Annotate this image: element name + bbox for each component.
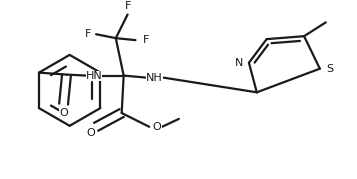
- Text: HN: HN: [86, 71, 102, 81]
- Text: O: O: [59, 108, 68, 118]
- Text: F: F: [124, 1, 131, 11]
- Text: F: F: [85, 29, 91, 39]
- Text: N: N: [235, 58, 243, 68]
- Text: S: S: [326, 64, 333, 74]
- Text: F: F: [143, 35, 150, 45]
- Text: NH: NH: [146, 72, 162, 83]
- Text: O: O: [153, 122, 161, 132]
- Text: O: O: [87, 128, 96, 138]
